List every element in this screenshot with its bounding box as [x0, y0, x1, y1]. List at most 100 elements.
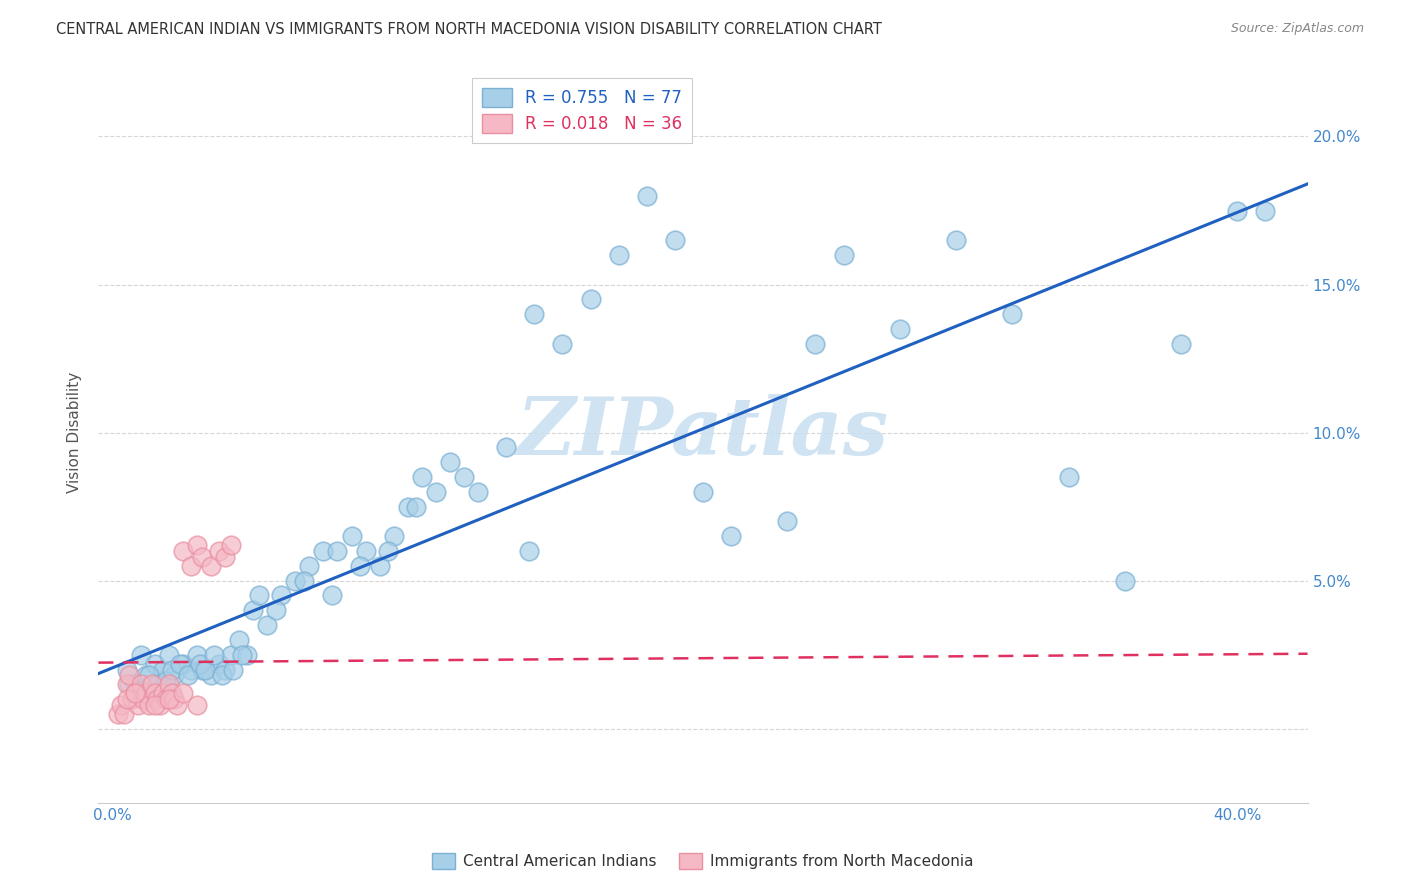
Point [579, 293, 602, 307]
Legend: Central American Indians, Immigrants from North Macedonia: Central American Indians, Immigrants fro… [433, 854, 973, 869]
Point [191, 663, 214, 677]
Point [186, 538, 208, 552]
Point [129, 677, 152, 691]
Point [1254, 203, 1277, 218]
Point [636, 188, 658, 202]
Point [340, 529, 363, 543]
Point [284, 574, 307, 588]
Point [180, 558, 202, 573]
Point [776, 515, 799, 529]
Point [664, 233, 686, 247]
Point [270, 589, 292, 603]
Point [169, 657, 191, 671]
Point [453, 470, 475, 484]
Point [804, 336, 827, 351]
Point [115, 677, 138, 691]
Point [219, 648, 242, 662]
Point [1001, 307, 1024, 321]
Point [143, 657, 166, 671]
Point [124, 686, 146, 700]
Point [312, 544, 335, 558]
Point [127, 698, 149, 712]
Point [517, 544, 540, 558]
Point [172, 657, 194, 671]
Point [118, 677, 141, 691]
Point [1226, 203, 1249, 218]
Point [124, 677, 146, 691]
Point [321, 589, 343, 603]
Point [180, 663, 202, 677]
Point [1057, 470, 1080, 484]
Point [298, 558, 321, 573]
Point [214, 663, 236, 677]
Point [155, 674, 177, 689]
Point [349, 558, 371, 573]
Point [720, 529, 742, 543]
Text: CENTRAL AMERICAN INDIAN VS IMMIGRANTS FROM NORTH MACEDONIA VISION DISABILITY COR: CENTRAL AMERICAN INDIAN VS IMMIGRANTS FR… [56, 22, 882, 37]
Point [149, 698, 172, 712]
Point [129, 648, 152, 662]
Point [107, 706, 129, 721]
Text: ZIPatlas: ZIPatlas [517, 394, 889, 471]
Point [396, 500, 419, 514]
Text: Source: ZipAtlas.com: Source: ZipAtlas.com [1230, 22, 1364, 36]
Point [439, 455, 461, 469]
Point [177, 668, 200, 682]
Point [141, 677, 163, 691]
Point [110, 698, 132, 712]
Point [118, 668, 141, 682]
Point [200, 668, 222, 682]
Point [219, 538, 242, 552]
Point [146, 692, 169, 706]
Point [264, 603, 287, 617]
Point [188, 657, 211, 671]
Point [115, 692, 138, 706]
Point [146, 677, 169, 691]
Point [208, 544, 231, 558]
Point [112, 706, 135, 721]
Point [495, 441, 517, 455]
Point [135, 668, 157, 682]
Point [228, 632, 250, 647]
Point [945, 233, 967, 247]
Point [382, 529, 405, 543]
Point [368, 558, 391, 573]
Point [172, 544, 194, 558]
Point [191, 549, 214, 564]
Point [200, 558, 222, 573]
Point [186, 698, 208, 712]
Point [160, 663, 183, 677]
Y-axis label: Vision Disability: Vision Disability [67, 372, 83, 493]
Point [247, 589, 270, 603]
Point [152, 686, 174, 700]
Point [166, 698, 188, 712]
Point [157, 677, 180, 691]
Point [143, 698, 166, 712]
Point [138, 668, 160, 682]
Point [242, 603, 264, 617]
Point [121, 692, 143, 706]
Point [889, 322, 911, 336]
Point [425, 484, 447, 499]
Point [405, 500, 427, 514]
Point [523, 307, 546, 321]
Point [124, 686, 146, 700]
Point [115, 663, 138, 677]
Point [222, 663, 245, 677]
Point [152, 663, 174, 677]
Point [186, 648, 208, 662]
Point [157, 692, 180, 706]
Point [354, 544, 377, 558]
Point [202, 648, 225, 662]
Point [607, 248, 630, 262]
Point [138, 698, 160, 712]
Point [411, 470, 433, 484]
Point [172, 686, 194, 700]
Point [143, 686, 166, 700]
Point [132, 692, 155, 706]
Point [551, 336, 574, 351]
Point [1170, 336, 1192, 351]
Point [214, 549, 236, 564]
Point [256, 618, 278, 632]
Point [467, 484, 489, 499]
